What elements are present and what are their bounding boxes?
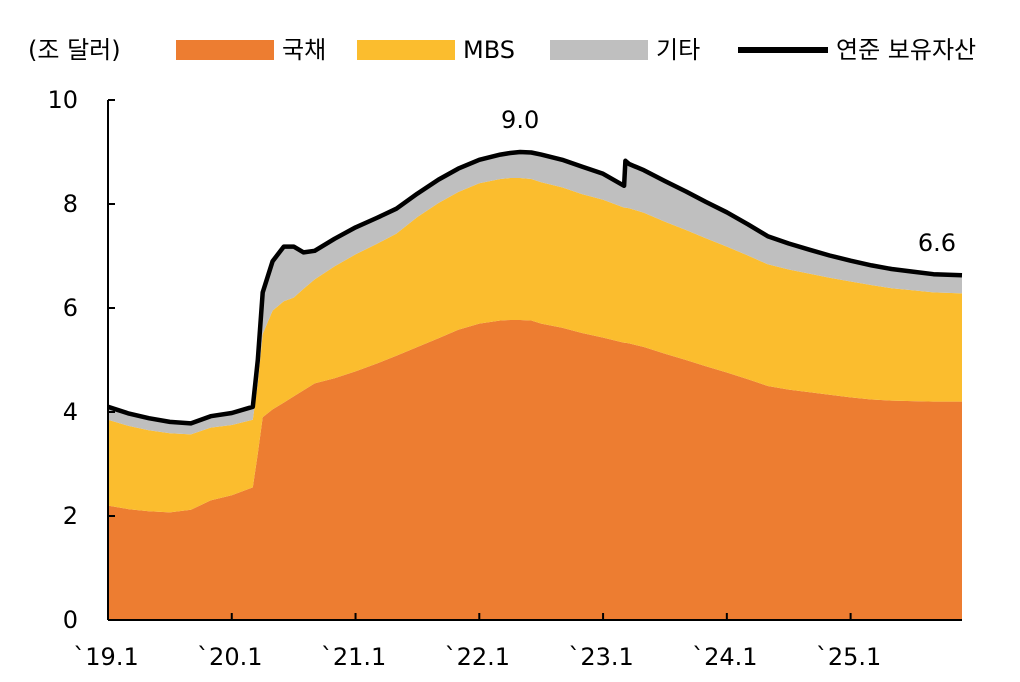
x-tick-label: `21.1 (321, 643, 386, 671)
peak-annotation: 9.0 (501, 106, 539, 134)
unit-label: (조 달러) (28, 36, 121, 64)
legend-label-total-assets: 연준 보유자산 (836, 36, 976, 64)
x-tick-label: `19.1 (73, 643, 138, 671)
series-line-total-assets (107, 149, 963, 426)
x-tick-label: `23.1 (568, 643, 633, 671)
y-tick-label: 8 (63, 190, 78, 218)
x-tick-label: `22.1 (445, 643, 510, 671)
legend-swatch-mbs (357, 40, 455, 60)
legend-swatch-other (550, 40, 648, 60)
legend-swatch-treasury (176, 40, 274, 60)
latest-annotation: 6.6 (918, 229, 956, 257)
legend-label-mbs: MBS (463, 36, 515, 64)
x-tick-label: `24.1 (692, 643, 757, 671)
y-tick-label: 4 (63, 398, 78, 426)
axes: 0 2 4 6 8 10 `19.1 `20.1 `21.1 `22.1 `23.1 `24.1 `25… (47, 86, 962, 671)
legend-label-other: 기타 (656, 36, 700, 64)
x-tick-label: `20.1 (197, 643, 262, 671)
y-tick-label: 6 (63, 294, 78, 322)
y-tick-label: 2 (63, 502, 78, 530)
annotations: 9.0 6.6 (501, 106, 956, 257)
area-other (108, 152, 962, 435)
y-tick-label: 10 (47, 86, 78, 114)
y-tick-label: 0 (63, 606, 78, 634)
x-tick-label: `25.1 (816, 643, 881, 671)
line-layer (107, 149, 963, 426)
legend-label-treasury: 국채 (282, 36, 326, 64)
area-mbs (108, 178, 962, 513)
area-treasury (108, 320, 962, 620)
area-layers (108, 152, 962, 620)
legend: (조 달러) 국채 MBS 기타 연준 보유자산 (28, 36, 976, 64)
